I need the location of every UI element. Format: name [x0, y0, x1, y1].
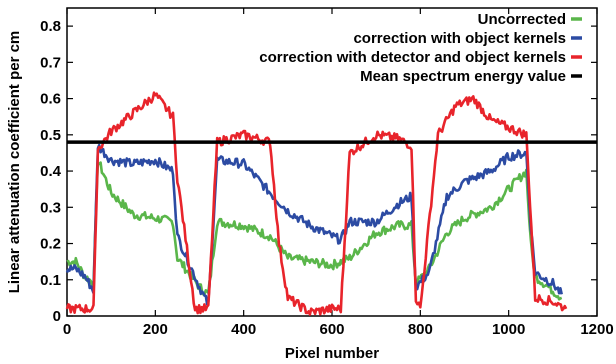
series-line-uncorrected	[66, 161, 563, 301]
y-tick-label: 0.8	[40, 18, 61, 35]
y-tick-label: 0	[53, 308, 61, 325]
x-tick-label: 800	[408, 321, 433, 338]
x-tick-label: 0	[63, 321, 71, 338]
y-tick-label: 0.5	[40, 127, 61, 144]
y-axis-label: Linear attenuation coefficient per cm	[6, 31, 23, 294]
x-tick-label: 400	[231, 321, 256, 338]
x-tick-label: 200	[143, 321, 168, 338]
legend-entry-mean-energy: Mean spectrum energy value	[360, 68, 566, 85]
legend-entry-detector-object-kernels: correction with detector and object kern…	[259, 49, 566, 66]
y-tick-label: 0.2	[40, 236, 61, 253]
x-axis-label: Pixel number	[285, 345, 379, 362]
y-tick-label: 0.1	[40, 272, 61, 289]
series-layer	[65, 91, 597, 316]
y-tick-label: 0.6	[40, 91, 61, 108]
y-tick-label: 0.7	[40, 54, 61, 71]
x-tick-label: 1200	[580, 321, 613, 338]
legend-entry-object-kernels: correction with object kernels	[353, 30, 566, 47]
y-tick-label: 0.4	[40, 163, 62, 180]
x-tick-label: 600	[319, 321, 344, 338]
y-tick-label: 0.3	[40, 199, 61, 216]
series-line-object-kernels	[65, 143, 563, 306]
legend: Uncorrected correction with object kernel…	[259, 11, 582, 85]
x-tick-label: 1000	[492, 321, 525, 338]
series-line-detector-object-kernels	[65, 91, 568, 316]
legend-entry-uncorrected: Uncorrected	[478, 11, 566, 28]
axes: 0 200 400 600 800 1000 1200 0 0.1 0.2 0.3 0.4 0.5 0.6…	[40, 7, 614, 338]
